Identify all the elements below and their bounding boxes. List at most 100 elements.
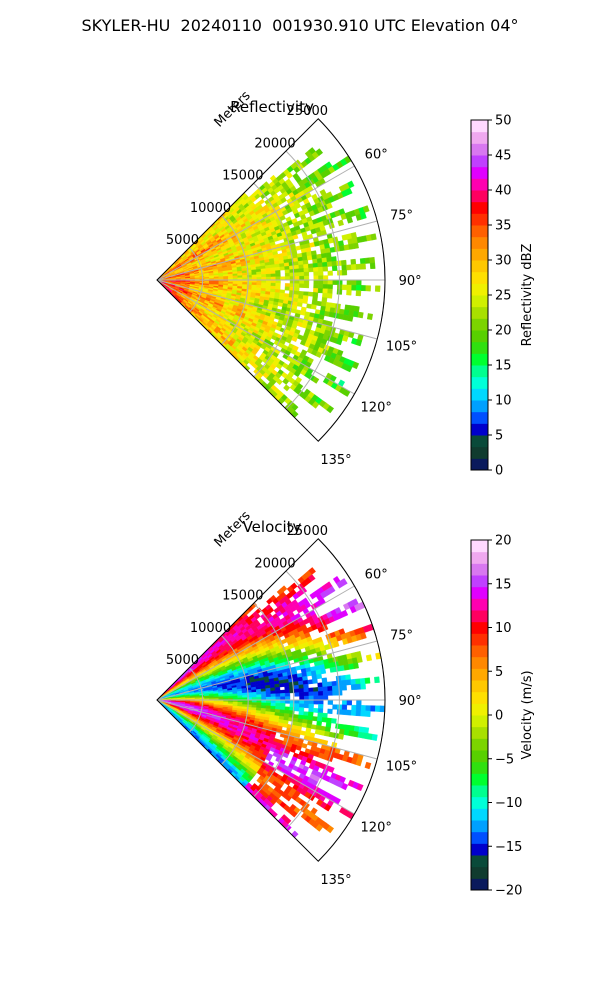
field-cell xyxy=(341,264,347,271)
field-cell xyxy=(291,830,299,838)
field-cell xyxy=(311,674,318,680)
field-cell xyxy=(345,674,351,681)
colorbar-tick-label: 30 xyxy=(495,254,512,269)
sector-frame xyxy=(156,538,386,862)
field-cell xyxy=(326,717,333,724)
field-cell xyxy=(313,279,319,285)
field-cell xyxy=(313,707,319,713)
field-cell xyxy=(341,684,347,691)
field-cell xyxy=(322,279,329,285)
panel-title: Velocity xyxy=(243,518,302,536)
axis-labels: 60°75°90°105°120°135°5000100001500020000… xyxy=(166,88,422,468)
field-cell xyxy=(326,681,333,687)
field-cell xyxy=(355,710,362,717)
colorbar-swatch xyxy=(471,400,488,413)
colorbar-swatch xyxy=(471,178,488,191)
field-cell xyxy=(311,254,318,260)
field-cell xyxy=(360,212,367,220)
field-cell xyxy=(303,283,310,289)
field-cell xyxy=(321,677,328,683)
field-cell xyxy=(242,695,248,699)
field-cell xyxy=(355,290,362,297)
field-cell xyxy=(232,275,238,279)
field-cell xyxy=(251,274,257,278)
colorbar-tick-label: −10 xyxy=(495,796,522,811)
field-cell xyxy=(316,258,323,264)
field-cell xyxy=(326,405,335,414)
field-cell xyxy=(355,678,361,685)
colorbar-swatch xyxy=(471,703,488,716)
colorbar-swatch xyxy=(471,225,488,238)
field-cell xyxy=(284,706,291,711)
field-cell xyxy=(318,699,324,705)
field-cell xyxy=(302,679,309,685)
field-cell xyxy=(327,284,333,290)
azimuth-spoke xyxy=(156,279,378,340)
colorbar-tick-label: 50 xyxy=(495,114,512,129)
field-cell xyxy=(274,686,281,691)
colorbar-tick-label: 0 xyxy=(495,709,503,724)
field-cell xyxy=(275,378,283,386)
colorbar-tick-label: 25 xyxy=(495,289,512,304)
colorbar-swatch xyxy=(471,808,488,821)
field-cell xyxy=(291,336,298,343)
field-cell xyxy=(322,292,328,299)
field-cell xyxy=(322,690,329,696)
range-tick-label: 25000 xyxy=(287,524,328,539)
field-cell xyxy=(365,710,371,718)
field-cell xyxy=(283,384,291,392)
field-cell xyxy=(364,677,371,684)
colorbar-swatch xyxy=(471,353,488,366)
field-cell xyxy=(339,723,346,730)
field-cell xyxy=(299,275,305,281)
field-cell xyxy=(320,252,327,259)
panel-title: Reflectivity xyxy=(230,98,314,116)
field-cell xyxy=(237,275,243,279)
field-cell xyxy=(284,283,291,288)
field-cell xyxy=(346,699,353,706)
field-cell xyxy=(346,284,352,291)
field-cell xyxy=(265,693,272,698)
field-cell xyxy=(303,687,310,693)
field-cell xyxy=(370,233,377,241)
field-cell xyxy=(322,686,329,692)
field-cell xyxy=(324,803,332,812)
field-cell xyxy=(242,275,248,279)
range-tick-label: 20000 xyxy=(254,136,295,151)
field-cell xyxy=(265,705,272,710)
field-cell xyxy=(341,709,347,716)
field-cell xyxy=(308,691,314,697)
field-cell xyxy=(279,266,286,271)
field-cell xyxy=(294,703,300,708)
field-cell xyxy=(308,695,315,701)
field-cell xyxy=(312,296,318,302)
colorbar-swatch xyxy=(471,715,488,728)
field-cell xyxy=(302,259,309,265)
colorbar-swatch xyxy=(471,190,488,203)
field-cell xyxy=(294,692,300,697)
field-cell xyxy=(317,288,324,294)
field-cell xyxy=(316,253,323,260)
colorbar-swatch xyxy=(471,656,488,669)
field-cell xyxy=(275,693,281,698)
field-cell xyxy=(312,376,320,384)
field-cell xyxy=(362,205,370,213)
azimuth-tick-label: 120° xyxy=(361,821,392,836)
velocity-panel: Velocity 60°75°90°105°120°135°5000100001… xyxy=(156,508,535,899)
field-cell xyxy=(346,289,352,296)
colorbar-swatch xyxy=(471,271,488,284)
field-cell xyxy=(317,262,323,268)
field-cell xyxy=(261,274,267,278)
field-cell xyxy=(352,662,359,670)
field-cell xyxy=(306,671,313,677)
field-cell xyxy=(232,695,238,699)
field-cell xyxy=(284,272,291,277)
colorbar-swatch xyxy=(471,691,488,704)
range-tick-label: 5000 xyxy=(166,233,199,248)
field-cell xyxy=(298,680,304,686)
field-cell xyxy=(280,699,286,704)
field-cell xyxy=(360,263,366,270)
field-cell xyxy=(327,708,333,715)
field-cell xyxy=(284,696,291,701)
field-cell xyxy=(346,264,352,271)
